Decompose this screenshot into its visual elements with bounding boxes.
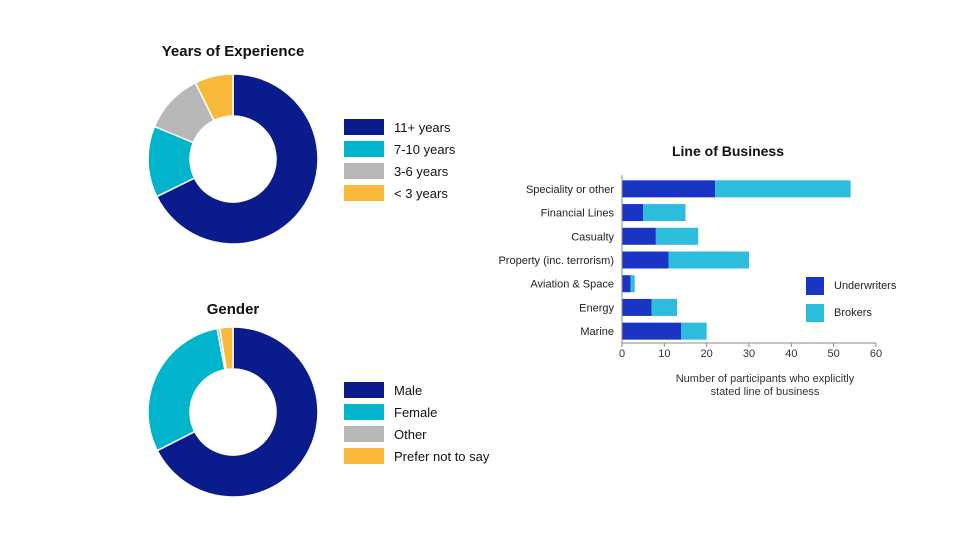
business-chart-title: Line of Business bbox=[671, 143, 785, 159]
bar-brokers-aviation-space bbox=[630, 275, 635, 293]
x-axis-label-line-2: stated line of business bbox=[710, 386, 820, 398]
bar-brokers-casualty bbox=[655, 227, 699, 245]
x-tick-label: 60 bbox=[870, 348, 882, 360]
legend-item-3-years: < 3 years bbox=[344, 182, 455, 204]
category-label-energy: Energy bbox=[579, 302, 614, 314]
legend-item-brokers: Brokers bbox=[806, 299, 896, 326]
legend-item-7-10-years: 7-10 years bbox=[344, 138, 455, 160]
bar-brokers-speciality-or-other bbox=[715, 180, 851, 198]
legend-swatch bbox=[344, 426, 384, 442]
legend-swatch bbox=[344, 141, 384, 157]
legend-label: Brokers bbox=[834, 306, 872, 319]
bar-brokers-property-inc-terrorism bbox=[668, 251, 749, 269]
experience-donut-chart bbox=[147, 73, 319, 245]
experience-chart-title: Years of Experience bbox=[161, 43, 305, 60]
legend-label: Female bbox=[394, 404, 438, 420]
legend-item-female: Female bbox=[344, 401, 489, 423]
gender-legend: Male Female Other Prefer not to say bbox=[344, 379, 489, 467]
x-axis-label-line-1: Number of participants who explicitly bbox=[675, 373, 855, 385]
legend-label: Underwriters bbox=[834, 279, 897, 292]
category-label-casualty: Casualty bbox=[571, 231, 614, 243]
business-x-axis-label: Number of participants who explicitly st… bbox=[640, 373, 890, 399]
legend-swatch bbox=[344, 448, 384, 464]
bar-underwriters-speciality-or-other bbox=[622, 180, 716, 198]
x-tick-label: 30 bbox=[743, 348, 755, 360]
legend-swatch bbox=[344, 163, 384, 179]
x-tick-label: 10 bbox=[658, 348, 670, 360]
slice-3-years bbox=[194, 73, 234, 122]
slice-prefer-not-to-say bbox=[218, 326, 234, 371]
legend-item-male: Male bbox=[344, 379, 489, 401]
category-label-financial-lines: Financial Lines bbox=[541, 208, 615, 220]
x-tick-label: 50 bbox=[828, 348, 840, 360]
x-tick-label: 20 bbox=[701, 348, 713, 360]
bar-underwriters-financial-lines bbox=[622, 204, 644, 222]
legend-swatch bbox=[806, 276, 824, 295]
slice-11-years bbox=[155, 73, 319, 245]
bar-brokers-marine bbox=[681, 322, 707, 340]
legend-item-prefer-not-to-say: Prefer not to say bbox=[344, 445, 489, 467]
legend-label: Male bbox=[394, 382, 423, 398]
bar-underwriters-marine bbox=[622, 322, 682, 340]
legend-label: 11+ years bbox=[394, 119, 451, 135]
x-tick-label: 0 bbox=[619, 348, 625, 360]
legend-item-11-years: 11+ years bbox=[344, 116, 455, 138]
legend-swatch bbox=[344, 185, 384, 201]
category-label-speciality-or-other: Speciality or other bbox=[526, 184, 614, 196]
legend-item-3-6-years: 3-6 years bbox=[344, 160, 455, 182]
experience-legend: 11+ years 7-10 years 3-6 years < 3 years bbox=[344, 116, 455, 204]
legend-swatch bbox=[344, 404, 384, 420]
bar-underwriters-property-inc-terrorism bbox=[622, 251, 669, 269]
bar-underwriters-casualty bbox=[622, 227, 656, 245]
category-label-property-inc-terrorism: Property (inc. terrorism) bbox=[498, 255, 614, 267]
bar-underwriters-energy bbox=[622, 298, 652, 316]
bar-brokers-energy bbox=[651, 298, 678, 316]
business-legend: Underwriters Brokers bbox=[806, 272, 896, 326]
gender-chart-title: Gender bbox=[206, 301, 260, 318]
bar-brokers-financial-lines bbox=[643, 204, 686, 222]
legend-item-other: Other bbox=[344, 423, 489, 445]
legend-label: Other bbox=[394, 426, 427, 442]
category-label-marine: Marine bbox=[580, 326, 614, 338]
legend-swatch bbox=[344, 382, 384, 398]
legend-swatch bbox=[806, 303, 824, 322]
bar-underwriters-aviation-space bbox=[622, 275, 631, 293]
legend-item-underwriters: Underwriters bbox=[806, 272, 896, 299]
legend-swatch bbox=[344, 119, 384, 135]
legend-label: < 3 years bbox=[394, 185, 448, 201]
slice-female bbox=[147, 327, 226, 452]
gender-donut-chart bbox=[147, 326, 319, 498]
legend-label: 3-6 years bbox=[394, 163, 449, 179]
slice-male bbox=[156, 326, 319, 498]
category-label-aviation-space: Aviation & Space bbox=[530, 279, 614, 291]
legend-label: 7-10 years bbox=[394, 141, 456, 157]
x-tick-label: 40 bbox=[785, 348, 797, 360]
legend-label: Prefer not to say bbox=[394, 448, 490, 464]
